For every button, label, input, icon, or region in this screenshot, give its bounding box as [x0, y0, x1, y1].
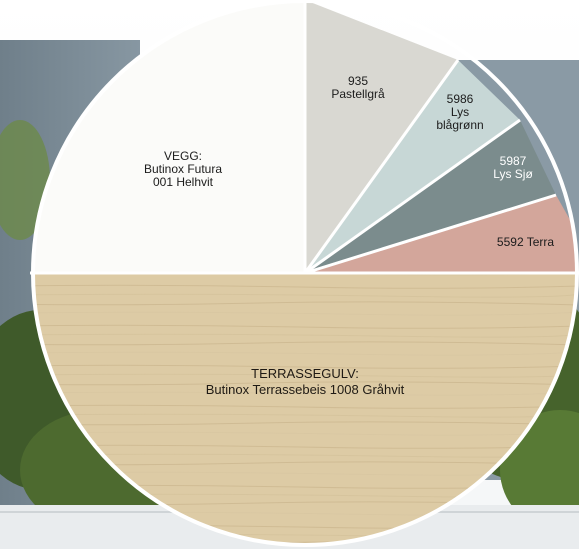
label-lys-blagronn: 5986 Lys blågrønn: [420, 93, 500, 132]
label-terra: 5592 Terra: [478, 236, 573, 249]
label-lys-sjo: 5987 Lys Sjø: [478, 155, 548, 181]
label-pastellgra: 935 Pastellgrå: [318, 75, 398, 101]
label-vegg: VEGG: Butinox Futura 001 Helhvit: [118, 150, 248, 189]
label-terrassegulv: TERRASSEGULV: Butinox Terrassebeis 1008 …: [160, 366, 450, 398]
segment-terrassegulv: [0, 273, 579, 549]
segment-vegg: [0, 0, 305, 273]
